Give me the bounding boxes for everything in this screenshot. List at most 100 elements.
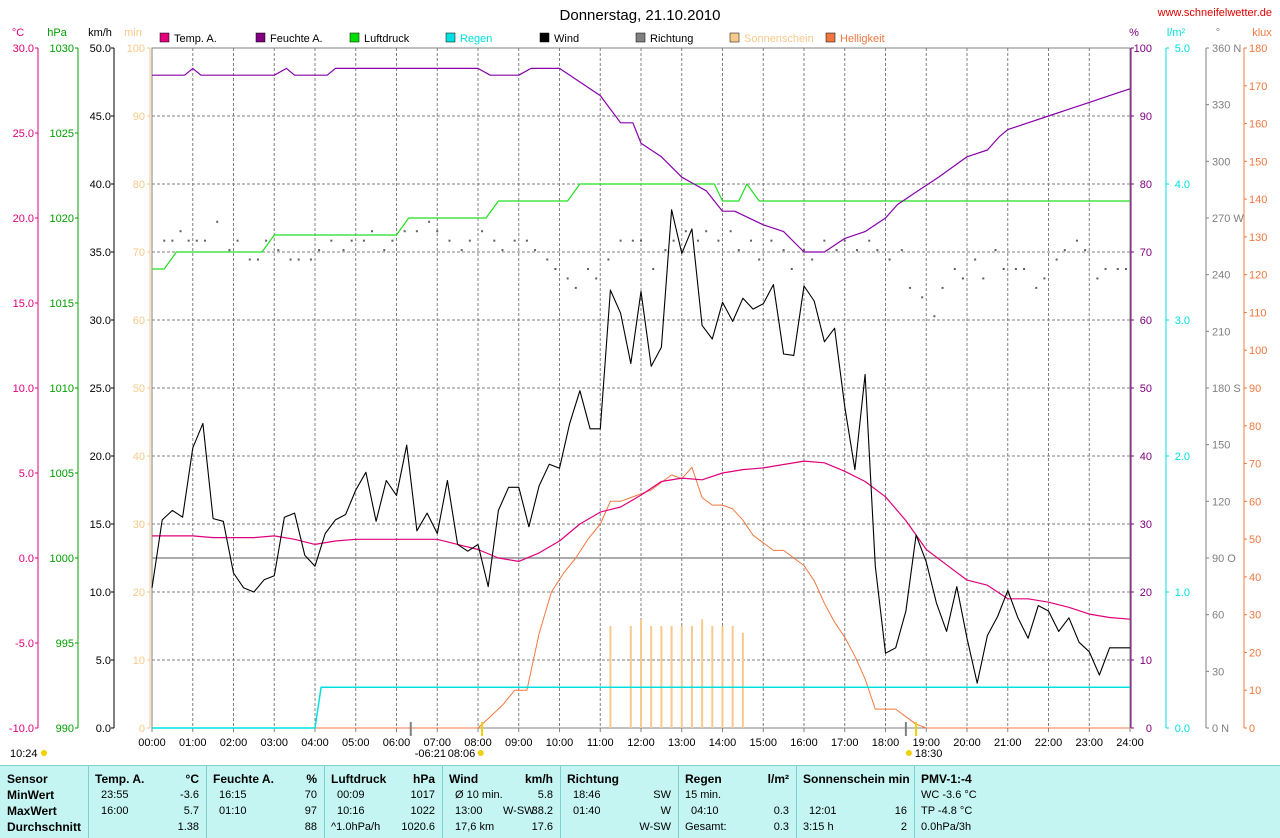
- direction-dot: [448, 239, 451, 242]
- temp-tick-label: -5.0: [15, 638, 34, 650]
- direction-dot: [684, 230, 687, 233]
- temp-tick-label: 20.0: [13, 213, 34, 225]
- direction-dot: [811, 258, 814, 261]
- direction-dot: [758, 258, 761, 261]
- legend-label: Sonnenschein: [744, 33, 814, 45]
- x-axis: 00:00 01:00 02:00 03:00 04:00 05:00 06:00 07:00…: [138, 728, 1144, 749]
- direction-dot: [908, 286, 911, 289]
- brightness-tick-label: 170: [1249, 81, 1267, 93]
- x-tick-label: 15:00: [749, 737, 777, 749]
- direction-dot: [697, 239, 700, 242]
- pressure-min-val: 1017: [410, 789, 435, 801]
- legend-label: Helligkeit: [840, 33, 885, 45]
- direction-dot: [362, 239, 365, 242]
- humidity-min-val: 70: [304, 789, 317, 801]
- x-tick-label: 20:00: [953, 737, 981, 749]
- grid: [151, 47, 1131, 729]
- sunshine-max-time: 12:01: [809, 805, 837, 817]
- luftdruck-line: [152, 183, 1130, 270]
- brightness-tick-label: 180: [1249, 43, 1267, 55]
- rain-tick-label: 1.0: [1175, 587, 1190, 599]
- direction-dot: [187, 239, 190, 242]
- direction-tick-label: 240: [1212, 270, 1230, 282]
- brightness-tick-label: 60: [1249, 496, 1261, 508]
- direction-dot: [803, 249, 805, 252]
- sunshine-hours: 3:15 h: [803, 821, 834, 833]
- humidity-tick-label: 90: [1140, 111, 1152, 123]
- x-tick-label: 09:00: [505, 737, 533, 749]
- x-tick-label: 10:00: [546, 737, 574, 749]
- pmv-title: PMV-1:-4: [921, 772, 972, 786]
- x-tick-label: 06:00: [383, 737, 411, 749]
- brightness-tick-label: 130: [1249, 232, 1267, 244]
- sunshine-axis-unit: min: [124, 27, 142, 39]
- regen-line: [152, 686, 1130, 729]
- direction-dot: [790, 268, 793, 270]
- direction-dot: [823, 239, 826, 242]
- pressure-tick-label: 995: [56, 638, 74, 650]
- stats-min-label: MinWert: [7, 788, 55, 802]
- rain-tick-label: 5.0: [1175, 43, 1190, 55]
- direction-dot: [265, 239, 268, 242]
- direction-dot: [717, 239, 720, 242]
- direction-dot: [1002, 268, 1005, 270]
- wind-avg10-val: 5.8: [537, 789, 553, 801]
- direction-dot: [574, 286, 577, 289]
- direction-dot: [941, 286, 944, 289]
- direction-dot: [607, 258, 610, 261]
- left-axes: 30.025.020.015.010.05.00.0-5.0-10.010301…: [9, 43, 151, 735]
- temp-tick-label: 30.0: [13, 43, 34, 55]
- direction-dot: [566, 277, 569, 280]
- sunshine-tick-label: 0: [139, 723, 145, 735]
- direction-dot: [179, 230, 182, 233]
- x-tick-label: 19:00: [912, 737, 940, 749]
- sun-markers: -06:21 08:06 18:30: [409, 722, 942, 760]
- corner-time: 10:24: [10, 748, 38, 760]
- direction-dot: [640, 239, 642, 242]
- wind-tick-label: 5.0: [96, 655, 111, 667]
- direction-avg: W-SW: [639, 821, 671, 833]
- direction-dot: [171, 239, 174, 242]
- pressure-trend: ^1.0hPa/h: [331, 821, 381, 833]
- direction-title: Richtung: [567, 772, 619, 786]
- sun-icon: [905, 750, 912, 756]
- sunrise2-label: 08:06: [448, 748, 476, 760]
- humidity-tick-label: 30: [1140, 519, 1152, 531]
- stats-col-direction: Richtung 18:46 SW 01:40 W W-SW: [560, 766, 679, 838]
- wind-max-time: 13:00: [455, 805, 483, 817]
- direction-dot: [297, 258, 300, 261]
- direction-dot: [835, 249, 838, 252]
- direction-dot: [481, 230, 484, 233]
- wind-avg10-label: Ø 10 min.: [455, 789, 503, 801]
- direction-dot: [513, 239, 516, 242]
- humidity-max-val: 97: [304, 805, 317, 817]
- brightness-tick-label: 20: [1249, 647, 1261, 659]
- temp-a-line: [152, 460, 1131, 620]
- rain-total: 0.3: [773, 821, 789, 833]
- sunshine-max-val: 16: [894, 805, 907, 817]
- direction-dot: [1063, 249, 1066, 252]
- rain-max-time: 04:10: [691, 805, 719, 817]
- direction-dot: [436, 230, 439, 233]
- direction-dot: [619, 239, 622, 242]
- direction-tick-label: 180 S: [1212, 383, 1241, 395]
- temp-avg: 1.38: [177, 821, 199, 833]
- direction-dot: [1035, 286, 1038, 289]
- pressure-min-time: 00:09: [337, 789, 365, 801]
- temp-max-time: 16:00: [101, 805, 129, 817]
- direction-dot: [525, 239, 528, 242]
- temp-min-val: -3.6: [180, 789, 199, 801]
- legend-label: Richtung: [650, 33, 693, 45]
- direction-dot: [216, 220, 219, 223]
- temp-unit: °C: [185, 772, 199, 786]
- x-tick-label: 16:00: [790, 737, 818, 749]
- website-label[interactable]: www.schneifelwetter.de: [1157, 7, 1272, 19]
- direction-dot: [843, 239, 846, 242]
- direction-dot: [652, 268, 655, 270]
- sunshine-tick-label: 10: [133, 655, 145, 667]
- legend-swatch: [825, 32, 836, 43]
- wind-unit: km/h: [524, 772, 553, 786]
- wind-tick-label: 15.0: [90, 519, 111, 531]
- legend-label: Luftdruck: [364, 33, 410, 45]
- brightness-tick-label: 70: [1249, 459, 1261, 471]
